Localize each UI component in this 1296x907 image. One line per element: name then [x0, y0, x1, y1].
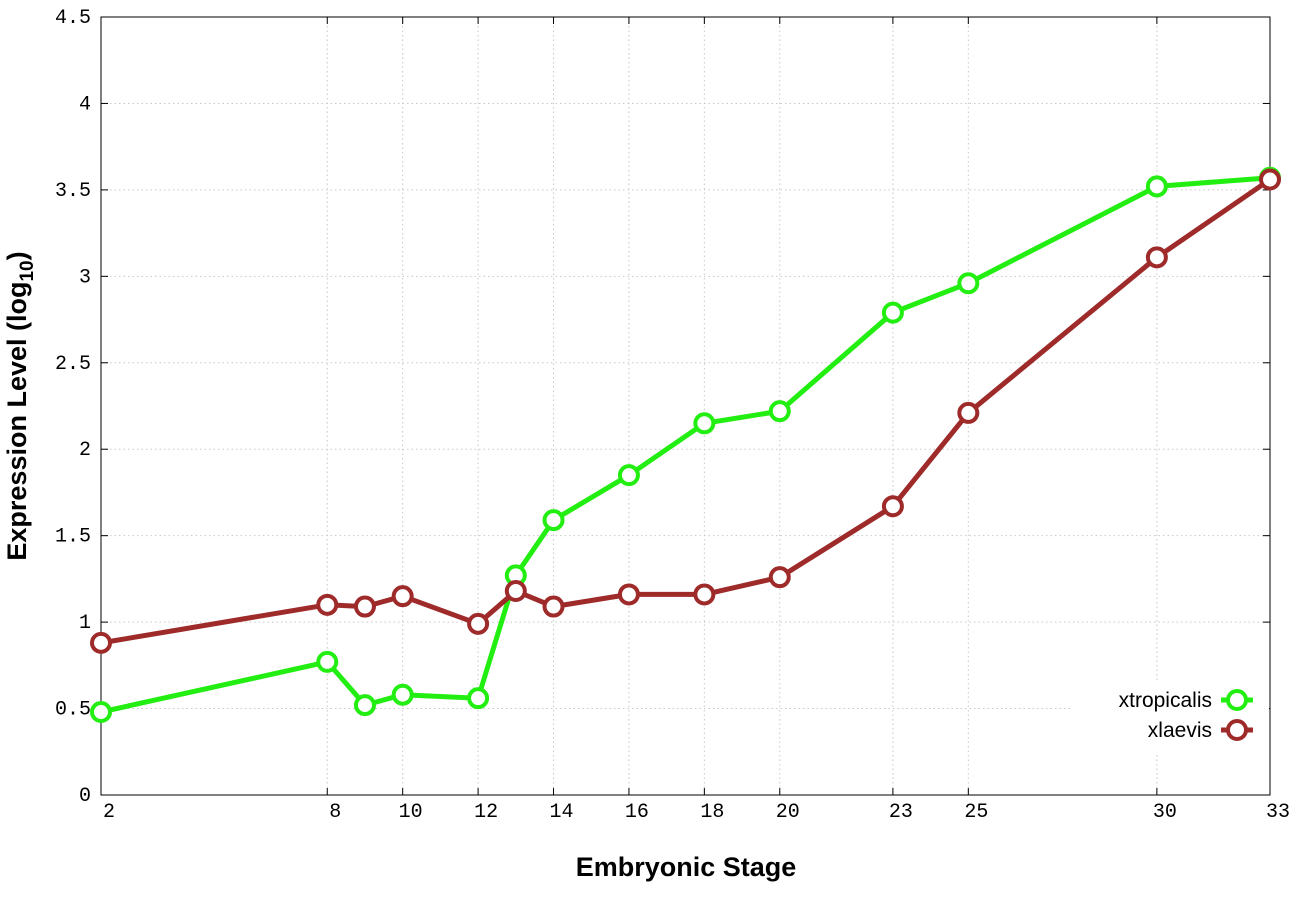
y-tick-label: 4 — [79, 93, 91, 116]
data-point-xlaevis — [391, 585, 414, 608]
x-tick-label: 23 — [889, 801, 913, 824]
y-tick-label: 3 — [79, 266, 91, 289]
x-tick-label: 2 — [103, 801, 115, 824]
series-line-xlaevis — [100, 177, 1272, 646]
y-axis-title-suffix: ) — [2, 251, 32, 260]
data-point-xlaevis — [1259, 168, 1281, 191]
y-tick-label: 1 — [79, 612, 91, 635]
data-point-xtropicalis — [542, 509, 565, 532]
data-point-xtropicalis — [353, 694, 376, 717]
y-tick-label: 3.5 — [55, 180, 91, 203]
x-tick-label: 16 — [625, 801, 649, 824]
data-point-xtropicalis — [90, 701, 112, 724]
data-point-xlaevis — [90, 631, 112, 654]
data-point-xlaevis — [316, 593, 339, 616]
y-tick-label: 0 — [79, 785, 91, 808]
data-point-xtropicalis — [391, 683, 414, 706]
data-point-xtropicalis — [617, 464, 640, 487]
y-tick-label: 2 — [79, 439, 91, 462]
data-point-xlaevis — [768, 566, 791, 589]
data-point-xtropicalis — [881, 301, 904, 324]
axis-ticks — [100, 16, 1271, 796]
x-tick-label: 18 — [700, 801, 724, 824]
x-tick-label: 33 — [1266, 801, 1290, 824]
y-tick-label: 1.5 — [55, 526, 91, 549]
data-point-xtropicalis — [467, 687, 490, 710]
series-layer — [90, 166, 1281, 724]
x-tick-label: 10 — [399, 801, 423, 824]
data-point-xlaevis — [353, 595, 376, 618]
grid — [101, 17, 1270, 795]
legend-marker-xlaevis — [1226, 719, 1248, 741]
y-tick-label: 0.5 — [55, 699, 91, 722]
data-point-xlaevis — [693, 583, 716, 606]
y-tick-label: 2.5 — [55, 353, 91, 376]
x-tick-label: 14 — [550, 801, 574, 824]
data-point-xlaevis — [881, 495, 904, 518]
y-axis-title-main: Expression Level (log — [2, 282, 32, 561]
x-tick-label: 12 — [474, 801, 498, 824]
x-tick-label: 25 — [964, 801, 988, 824]
legend: xtropicalis xlaevis — [1119, 689, 1253, 742]
legend-label-xlaevis: xlaevis — [1148, 719, 1212, 742]
data-point-xtropicalis — [1145, 175, 1168, 198]
x-tick-label: 20 — [776, 801, 800, 824]
data-point-xtropicalis — [768, 400, 791, 423]
legend-label-xtropicalis: xtropicalis — [1119, 689, 1212, 712]
data-point-xtropicalis — [693, 412, 716, 435]
tick-labels: 0 0.5 1 1.5 2 2.5 3 3.5 4 4.5 2 8 10 12 14 16 18 20 23 25 30… — [55, 7, 1290, 824]
x-axis-title: Embryonic Stage — [576, 852, 797, 882]
series-line-xtropicalis — [100, 175, 1271, 715]
x-tick-label: 8 — [329, 801, 341, 824]
data-point-xlaevis — [467, 612, 490, 635]
data-point-xlaevis — [617, 583, 640, 606]
y-tick-label: 4.5 — [55, 7, 91, 30]
y-axis-title-subscript: 10 — [17, 260, 38, 281]
data-point-xtropicalis — [316, 650, 339, 673]
data-point-xlaevis — [957, 401, 980, 424]
data-point-xlaevis — [504, 579, 527, 602]
data-point-xlaevis — [542, 595, 565, 618]
y-axis-title: Expression Level (log10) — [2, 251, 38, 560]
x-tick-label: 30 — [1153, 801, 1177, 824]
legend-marker-xtropicalis — [1226, 689, 1248, 711]
plot-frame — [100, 16, 1271, 796]
data-point-xlaevis — [1145, 246, 1168, 269]
data-point-xtropicalis — [957, 272, 980, 295]
